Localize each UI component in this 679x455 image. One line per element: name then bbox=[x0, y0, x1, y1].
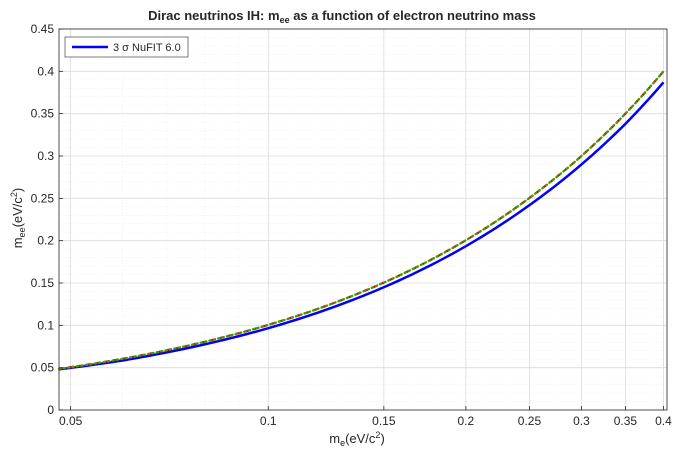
series-group bbox=[57, 70, 665, 371]
series-line-0 bbox=[58, 81, 665, 371]
y-tick-label: 0.1 bbox=[37, 318, 54, 332]
x-tick-label: 0.4 bbox=[655, 414, 672, 428]
x-tick-label: 0.3 bbox=[573, 414, 590, 428]
y-tick-label: 0.15 bbox=[31, 276, 55, 290]
y-axis-ticks: 0 0.05 0.1 0.15 0.2 0.25 0.3 0.35 0.4 0.45 bbox=[31, 22, 63, 417]
legend: 3 σ NuFIT 6.0 bbox=[64, 36, 189, 58]
y-tick-label: 0.35 bbox=[31, 107, 55, 121]
x-tick-label: 0.05 bbox=[59, 414, 83, 428]
y-tick-label: 0.4 bbox=[37, 64, 54, 78]
chart-title: Dirac neutrinos IH: mee as a function of… bbox=[148, 8, 536, 25]
plot-background bbox=[59, 29, 667, 410]
legend-entry-label: 3 σ NuFIT 6.0 bbox=[113, 42, 181, 54]
y-tick-label: 0.45 bbox=[31, 22, 55, 36]
y-tick-label: 0 bbox=[47, 403, 54, 417]
x-tick-label: 0.1 bbox=[260, 414, 277, 428]
x-axis-label: me(eV/c2) bbox=[329, 430, 385, 448]
y-axis-label: mee(eV/c2) bbox=[9, 188, 27, 249]
y-tick-label: 0.3 bbox=[37, 149, 54, 163]
x-axis-ticks: 0.05 0.1 0.15 0.2 0.25 0.3 0.35 0.4 bbox=[59, 406, 672, 428]
x-tick-label: 0.15 bbox=[372, 414, 396, 428]
x-tick-label: 0.35 bbox=[614, 414, 638, 428]
plot-frame bbox=[58, 28, 668, 411]
y-tick-label: 0.2 bbox=[37, 234, 54, 248]
x-tick-label: 0.2 bbox=[458, 414, 475, 428]
legend-box bbox=[64, 36, 189, 58]
y-tick-label: 0.25 bbox=[31, 191, 55, 205]
series-line-2 bbox=[57, 70, 665, 371]
y-tick-label: 0.05 bbox=[31, 361, 55, 375]
x-tick-label: 0.25 bbox=[518, 414, 542, 428]
